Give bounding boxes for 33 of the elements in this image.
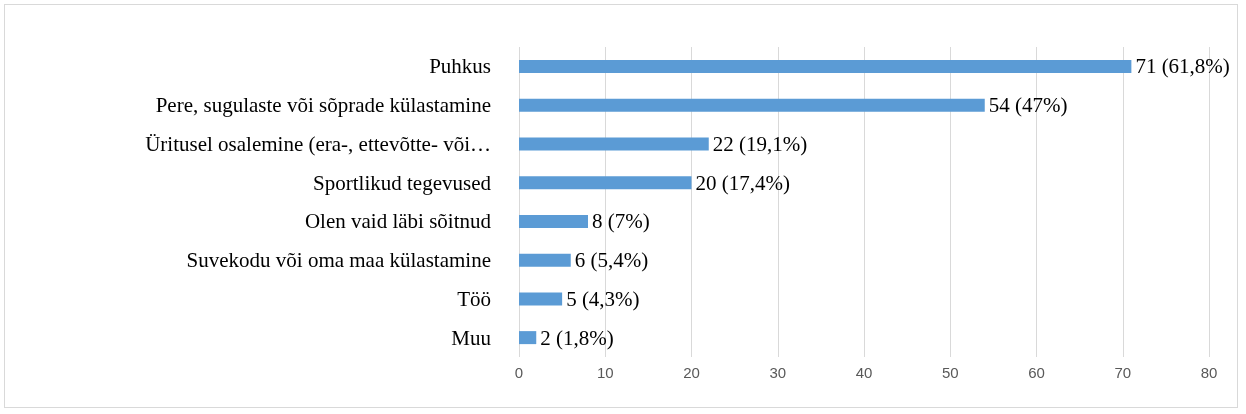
y-tick-label: Suvekodu või oma maa külastamine — [186, 248, 491, 273]
data-label: 6 (5,4%) — [574, 248, 649, 273]
data-label: 5 (4,3%) — [566, 286, 640, 311]
bar — [519, 331, 537, 345]
x-tick-label: 70 — [1114, 364, 1132, 381]
data-label: 8 (7%) — [592, 209, 650, 234]
x-tick-label: 0 — [514, 364, 524, 381]
y-tick-label: Sportlikud tegevused — [313, 170, 492, 195]
bar — [519, 137, 709, 151]
bar — [519, 292, 563, 306]
bar — [519, 176, 692, 190]
x-tick-label: 60 — [1028, 364, 1045, 381]
data-label: 22 (19,1%) — [712, 131, 808, 156]
data-label: 54 (47%) — [988, 93, 1068, 118]
bar — [519, 214, 588, 228]
x-tick-label: 10 — [596, 364, 614, 381]
data-label: 2 (1,8%) — [540, 325, 614, 350]
bar — [519, 98, 985, 112]
bar — [519, 253, 571, 267]
y-tick-label: Muu — [451, 325, 492, 350]
y-tick-label: Puhkus — [429, 54, 491, 79]
x-tick-label: 40 — [855, 364, 873, 381]
y-tick-label: Üritusel osalemine (era-, ettevõtte- või… — [145, 131, 491, 156]
data-label: 71 (61,8%) — [1135, 54, 1230, 79]
y-tick-label: Olen vaid läbi sõitnud — [304, 209, 492, 234]
data-label: 20 (17,4%) — [695, 170, 790, 195]
x-tick-label: 80 — [1200, 364, 1218, 381]
y-tick-label: Töö — [457, 286, 491, 311]
x-tick-label: 50 — [941, 364, 959, 381]
bar — [519, 59, 1132, 73]
x-tick-label: 20 — [683, 364, 700, 381]
x-tick-label: 30 — [769, 364, 787, 381]
y-tick-label: Pere, sugulaste või sõprade külastamine — [155, 93, 491, 118]
